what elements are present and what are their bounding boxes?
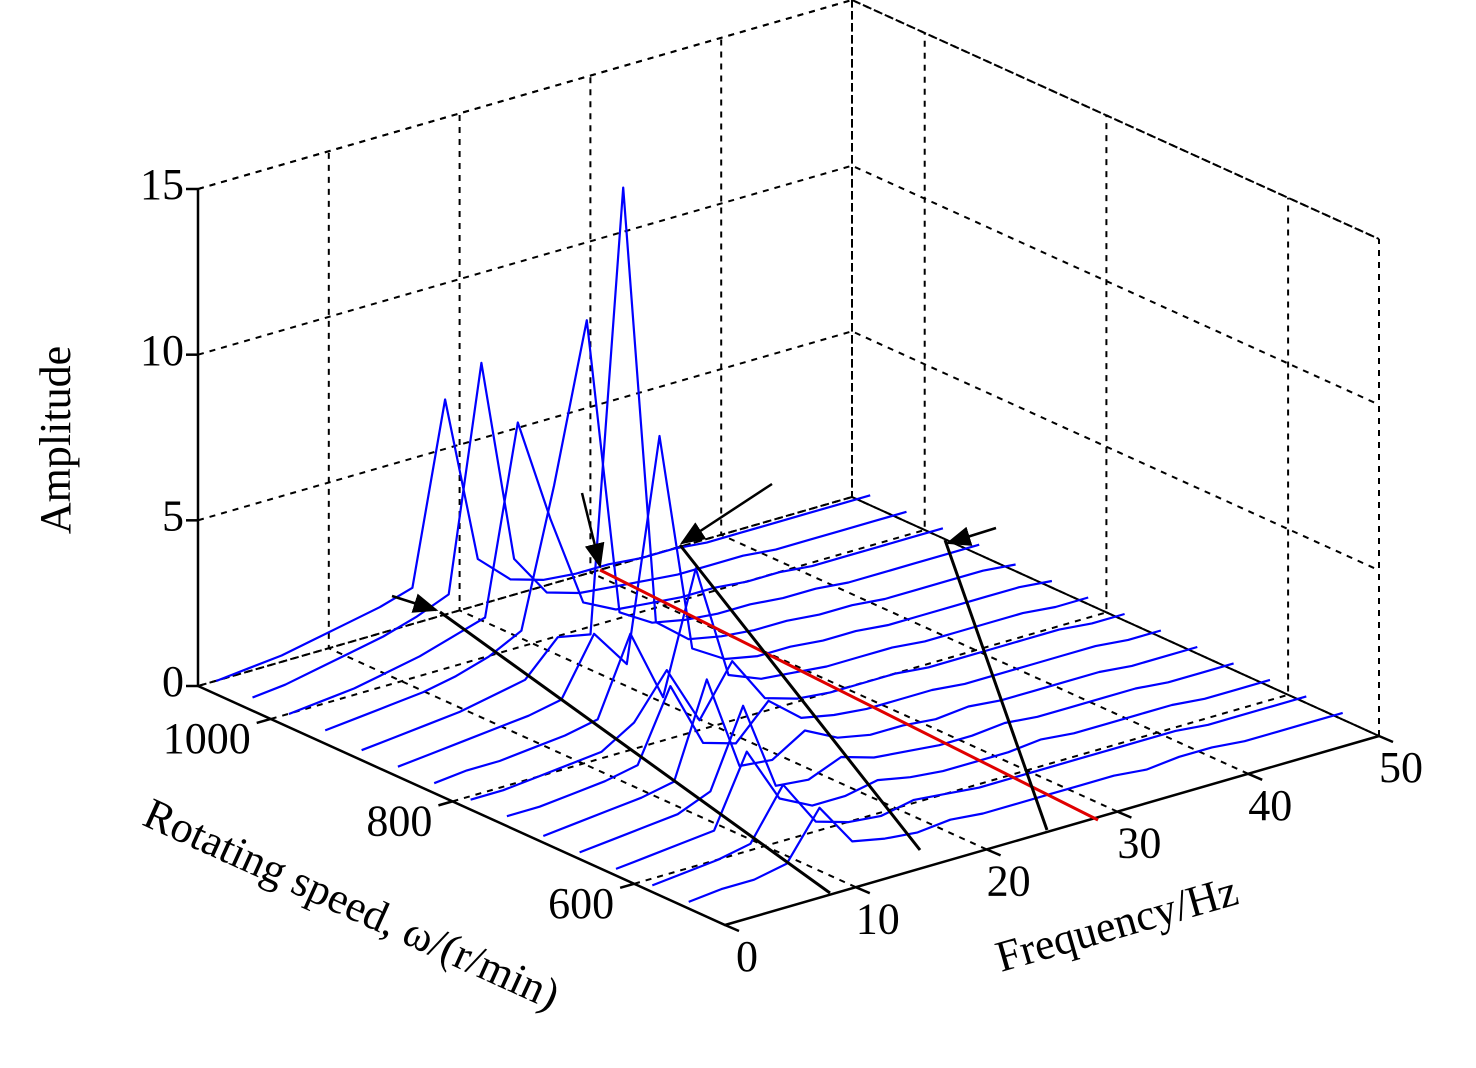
annotations	[391, 482, 1099, 895]
x-tick	[1378, 734, 1394, 744]
spectrum-line	[688, 711, 1344, 903]
text-layer: Amplitude Rotating speed, ω/(r/min) Freq…	[31, 160, 1423, 1019]
axis-line	[196, 189, 1380, 927]
y-tick-label: 800	[366, 796, 432, 845]
y-tick	[619, 882, 635, 889]
grid-line	[720, 37, 1249, 775]
spectrum-line	[397, 434, 1053, 768]
y-tick-label: 1000	[163, 714, 251, 763]
grid-line	[197, 164, 1380, 406]
grid-line	[633, 197, 1290, 885]
grid-line	[458, 113, 988, 851]
arrow	[580, 492, 605, 569]
annotation-line	[943, 539, 1049, 831]
x-tick-label: 50	[1379, 743, 1423, 792]
grid-line	[197, 0, 1380, 240]
x-tick-label: 0	[736, 932, 758, 981]
z-tick-label: 10	[140, 326, 184, 375]
annotation-line	[439, 610, 831, 895]
annotation-line	[599, 568, 1099, 822]
spectrum-line	[470, 612, 1125, 801]
spectrum-line	[252, 361, 907, 699]
box-edge	[851, 0, 1380, 240]
annotation-line	[678, 544, 922, 851]
grid-line	[851, 0, 1380, 737]
z-tick-label: 0	[162, 657, 184, 706]
x-tick-label: 30	[1117, 819, 1161, 868]
spectrum-line	[615, 678, 1271, 870]
x-tick	[986, 848, 1002, 857]
y-tick-label: 600	[548, 879, 614, 928]
arrow	[391, 593, 439, 613]
grid-line	[589, 75, 1118, 813]
grid-line	[197, 330, 1380, 572]
x-tick-label: 20	[987, 856, 1031, 905]
data-layer	[215, 186, 1344, 903]
z-tick-label: 15	[140, 160, 184, 209]
spectrum-line	[361, 186, 1016, 752]
x-tick	[1247, 772, 1263, 781]
grid-layer	[186, 0, 1394, 933]
spectrum-line	[215, 398, 871, 683]
spectrum-line	[506, 629, 1162, 818]
grid-line	[270, 33, 926, 720]
arrow	[945, 526, 997, 546]
spectrum-line	[542, 645, 1198, 838]
spectrum-line	[324, 319, 980, 732]
x-tick-label: 10	[856, 894, 900, 943]
x-tick	[855, 886, 871, 895]
x-tick-label: 40	[1248, 781, 1292, 830]
spectrum-line	[288, 421, 944, 716]
y-tick	[438, 800, 453, 807]
y-tick	[256, 717, 272, 725]
x-tick	[724, 923, 740, 933]
z-tick-label: 5	[162, 491, 184, 540]
arrow	[679, 482, 773, 545]
x-tick	[1116, 810, 1132, 819]
spectrum-line	[651, 695, 1307, 887]
z-axis-label: Amplitude	[31, 346, 80, 534]
spectrum-line	[579, 662, 1234, 854]
spectrum-line	[433, 567, 1089, 785]
